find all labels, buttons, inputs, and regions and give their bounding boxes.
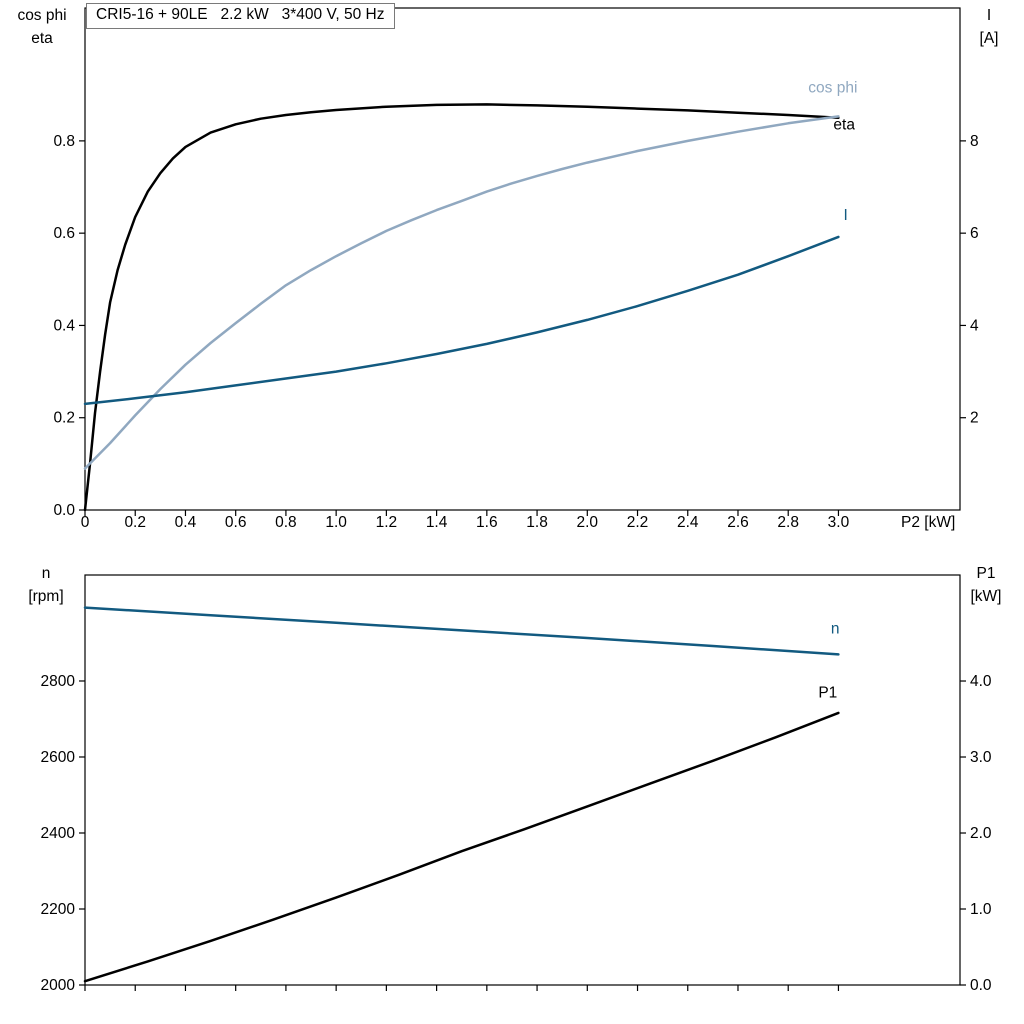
left-tick-label: 0.0 (53, 502, 75, 519)
x-tick-label: 0.4 (175, 514, 197, 531)
right-tick-label: 2 (970, 410, 979, 427)
axis-label-eta: eta (31, 30, 53, 48)
x-tick-label: 2.8 (777, 514, 799, 531)
x-tick-label: 1.4 (426, 514, 448, 531)
axis-label-cos-phi: cos phi (17, 7, 67, 24)
right-tick-label: 4.0 (970, 673, 992, 690)
right-tick-label: 3.0 (970, 749, 992, 766)
left-tick-label: 0.8 (53, 133, 75, 150)
curve-label-eta: eta (833, 116, 855, 133)
curve-i (83, 235, 840, 406)
bottom-left-axis-header: n [rpm] (4, 562, 88, 609)
left-tick-label: 0.4 (53, 317, 75, 334)
curve-label-cos-phi: cos phi (808, 79, 857, 96)
top-left-axis-header: cos phi eta (0, 4, 84, 51)
right-tick-label: 6 (970, 225, 979, 242)
curve-label-i: I (843, 207, 847, 224)
axis-label-current-unit: [A] (979, 30, 999, 48)
left-tick-label: 0.6 (53, 225, 75, 242)
axis-label-p1-unit: [kW] (970, 588, 1002, 606)
right-tick-label: 8 (970, 133, 979, 150)
left-tick-label: 2600 (41, 749, 76, 766)
left-tick-label: 0.2 (53, 410, 75, 427)
plot-frame (84, 574, 961, 986)
left-tick-label: 2400 (41, 825, 76, 842)
curve-n (83, 606, 840, 656)
left-tick-label: 2000 (41, 977, 76, 994)
axis-label-speed: n (41, 565, 51, 582)
curve-cos-phi (83, 115, 840, 470)
right-tick-label: 4 (970, 317, 979, 334)
right-tick-label: 1.0 (970, 901, 992, 918)
right-tick-label: 0.0 (970, 977, 992, 994)
x-tick-label: 2.2 (627, 514, 649, 531)
axis-label-current: I (986, 7, 992, 24)
x-tick-label: 3.0 (828, 514, 850, 531)
x-tick-label: 2.6 (727, 514, 749, 531)
top-right-axis-header: I [A] (958, 4, 1020, 51)
bottom-right-axis-header: P1 [kW] (952, 562, 1020, 609)
curve-p1 (83, 711, 840, 983)
x-tick-label: 0.8 (275, 514, 297, 531)
plot-frame (84, 7, 961, 511)
left-tick-label: 2200 (41, 901, 76, 918)
axis-label-p1: P1 (976, 565, 996, 582)
curve-label-n: n (831, 620, 840, 637)
x-tick-label: 0.2 (124, 514, 146, 531)
curve-label-p1: P1 (818, 685, 837, 702)
x-tick-label: 1.8 (526, 514, 548, 531)
x-tick-label: 1.0 (325, 514, 347, 531)
left-tick-label: 2800 (41, 673, 76, 690)
right-tick-label: 2.0 (970, 825, 992, 842)
x-tick-label: 1.2 (376, 514, 398, 531)
curve-eta (83, 103, 840, 512)
x-tick-label: 2.4 (677, 514, 699, 531)
x-tick-label: 0 (81, 514, 90, 531)
title-box: CRI5-16 + 90LE 2.2 kW 3*400 V, 50 Hz (86, 3, 395, 29)
x-axis-title: P2 [kW] (901, 514, 955, 531)
axis-label-speed-unit: [rpm] (28, 588, 64, 606)
x-tick-label: 2.0 (577, 514, 599, 531)
x-tick-label: 1.6 (476, 514, 498, 531)
x-tick-label: 0.6 (225, 514, 247, 531)
